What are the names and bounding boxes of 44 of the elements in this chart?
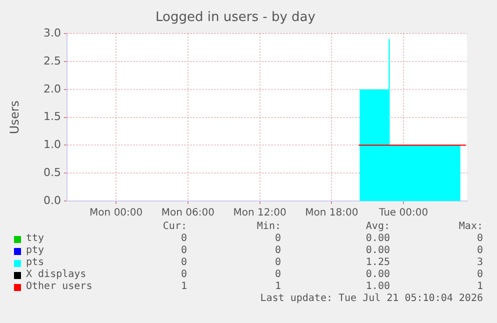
- y-axis-title: Users: [7, 100, 22, 134]
- legend-label: pty: [26, 245, 44, 257]
- text: 0: [180, 269, 187, 281]
- x-tick-label: Mon 12:00: [233, 208, 286, 219]
- x-tick-label: Tue 00:00: [378, 208, 428, 219]
- x-tick-label: Mon 06:00: [161, 208, 215, 219]
- text: 1.25: [366, 257, 390, 269]
- text: Max:: [458, 221, 483, 233]
- text: 0: [476, 245, 483, 257]
- text: 0.00: [366, 233, 390, 245]
- legend-label: pts: [26, 257, 44, 269]
- y-tick-label: 0.0: [44, 194, 61, 207]
- text: 0: [476, 269, 483, 281]
- text: 1.00: [366, 281, 390, 293]
- text: 0: [274, 233, 281, 245]
- x-tick-label: Mon 18:00: [305, 208, 358, 219]
- legend-label: tty: [26, 233, 44, 245]
- text: 3: [476, 257, 483, 269]
- text: 0: [180, 233, 187, 245]
- text: Min:: [256, 221, 281, 233]
- text: Last update: Tue Jul 21 05:10:04 2026: [260, 293, 483, 305]
- text: 0.00: [366, 269, 390, 281]
- text: 0: [180, 257, 187, 269]
- legend-label: X displays: [26, 269, 86, 281]
- text: 0: [274, 269, 281, 281]
- text: 1: [180, 281, 187, 293]
- y-tick-label: 0.5: [44, 166, 61, 179]
- text: 0: [180, 245, 187, 257]
- chart-title: Logged in users - by day: [156, 10, 316, 26]
- y-tick-label: 1.0: [44, 138, 61, 152]
- y-tick-label: 2.0: [44, 82, 61, 96]
- y-tick-label: 1.5: [44, 110, 61, 124]
- text: Cur:: [162, 221, 187, 233]
- text: 0: [274, 257, 281, 269]
- y-tick-label: 3.0: [44, 26, 61, 40]
- x-tick-label: Mon 00:00: [90, 208, 143, 219]
- y-tick-label: 2.5: [44, 54, 61, 68]
- legend-label: Other users: [26, 281, 92, 293]
- text: 0: [476, 233, 483, 245]
- text: 0: [274, 245, 281, 257]
- text: 0.00: [366, 245, 390, 257]
- text: 1: [476, 281, 483, 293]
- text: Avg:: [366, 221, 390, 233]
- text: 1: [274, 281, 281, 293]
